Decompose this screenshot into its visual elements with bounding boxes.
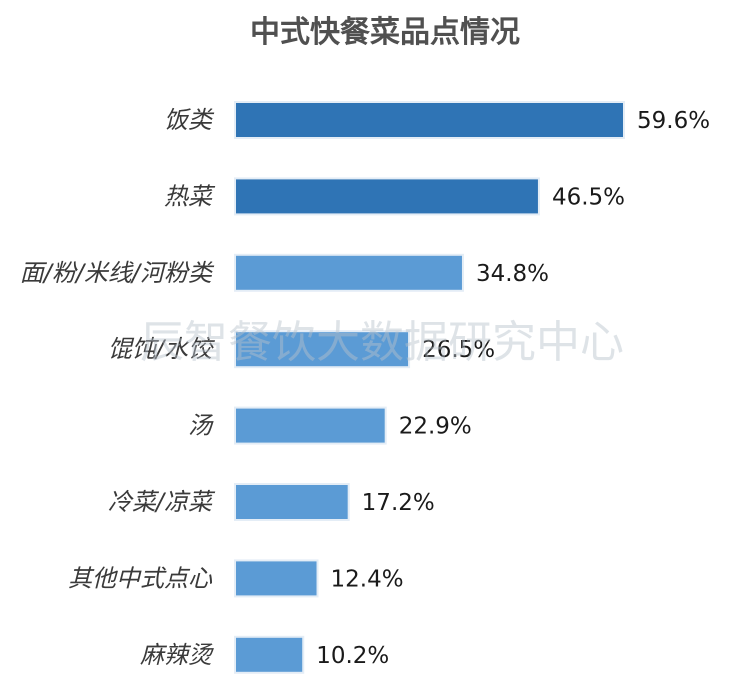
category-label-其他中式点心: 其他中式点心 xyxy=(68,564,213,592)
category-label-面-粉-米线-河粉类: 面/粉/米线/河粉类 xyxy=(20,259,215,287)
bar-麻辣烫 xyxy=(236,637,303,672)
chart-title: 中式快餐菜品点情况 xyxy=(250,15,520,50)
bar-汤 xyxy=(236,408,385,443)
category-label-馄饨-水饺: 馄饨/水饺 xyxy=(108,335,216,363)
value-label-其他中式点心: 12.4% xyxy=(331,566,404,592)
value-label-冷菜-凉菜: 17.2% xyxy=(362,490,435,516)
value-label-面-粉-米线-河粉类: 34.8% xyxy=(476,261,549,287)
value-label-饭类: 59.6% xyxy=(637,108,710,134)
bar-热菜 xyxy=(236,179,538,214)
value-label-麻辣烫: 10.2% xyxy=(316,643,389,669)
bar-面-粉-米线-河粉类 xyxy=(236,255,462,290)
category-label-冷菜-凉菜: 冷菜/凉菜 xyxy=(108,488,216,516)
watermark-text: 辰智餐饮大数据研究中心 xyxy=(140,317,624,368)
bar-饭类 xyxy=(236,103,623,137)
bar-其他中式点心 xyxy=(236,561,317,596)
category-label-汤: 汤 xyxy=(188,412,214,440)
bars-group: 饭类 59.6% 热菜 46.5% 面/粉/米线/河粉类 34.8% 馄饨/水饺 26.5% 汤… xyxy=(20,101,710,674)
category-label-饭类: 饭类 xyxy=(164,106,215,134)
value-label-汤: 22.9% xyxy=(399,414,472,440)
value-label-馄饨-水饺: 26.5% xyxy=(422,337,495,363)
bar-馄饨-水饺 xyxy=(236,332,409,367)
category-label-热菜: 热菜 xyxy=(164,182,216,210)
bar-冷菜-凉菜 xyxy=(236,485,348,519)
value-label-热菜: 46.5% xyxy=(552,184,625,210)
category-label-麻辣烫: 麻辣烫 xyxy=(140,641,214,669)
